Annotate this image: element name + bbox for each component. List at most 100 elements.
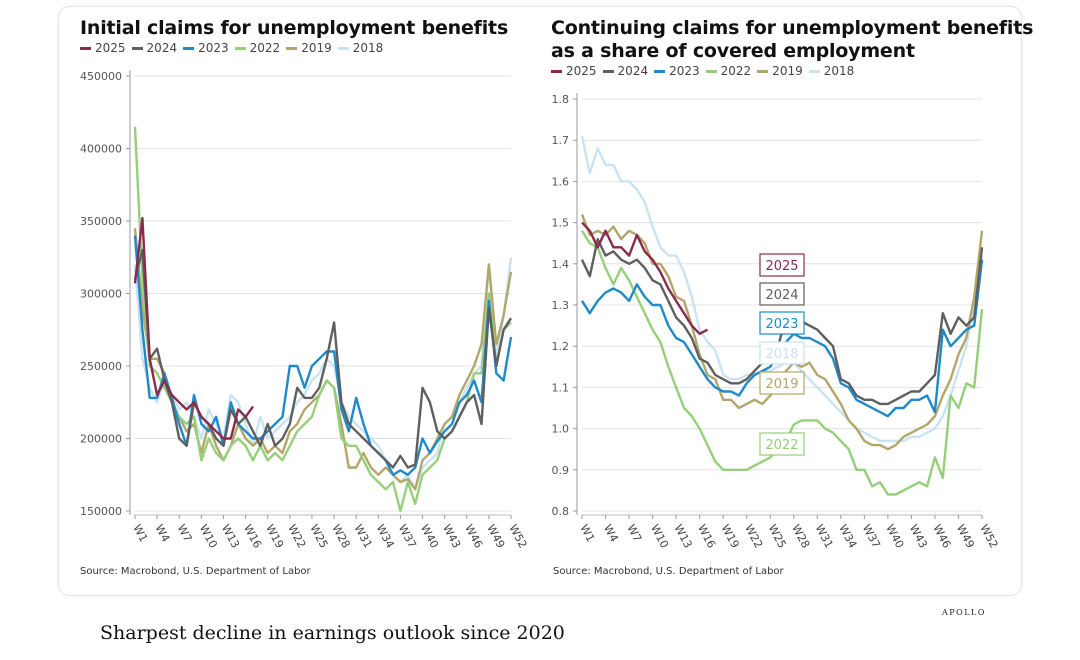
right-x-tick-label: W1 <box>577 522 597 544</box>
right-chart-plot: 1.81.71.61.51.41.31.21.11.00.90.8W1 W4 W7 W… <box>552 93 1001 550</box>
right-x-tick-label: W34 <box>836 522 859 550</box>
right-chart-source: Source: Macrobond, U.S. Department of La… <box>553 566 784 577</box>
right-x-tick-label: W46 <box>930 522 953 550</box>
right-legend-label-2022: 2022 <box>720 64 752 78</box>
right-annotation-box-2022 <box>759 432 805 456</box>
right-annotation-box-2023 <box>759 311 805 335</box>
right-legend-label-2023: 2023 <box>669 64 700 78</box>
right-chart-legend: 2025 2024 2023 2022 2019 2018 <box>551 64 854 78</box>
left-legend-swatch-2022 <box>234 46 246 50</box>
right-y-tick-label: 1.0 <box>552 423 570 436</box>
caption: Sharpest decline in earnings outlook sin… <box>100 622 565 644</box>
right-y-tick-label: 1.6 <box>552 175 570 188</box>
right-annotation-box-2018 <box>759 341 805 365</box>
left-legend-swatch-2023 <box>183 46 195 50</box>
left-legend-swatch-2018 <box>337 46 349 50</box>
right-legend-item-2024: 2024 <box>602 64 649 78</box>
left-y-tick-label: 150000 <box>80 505 122 518</box>
right-legend-item-2019: 2019 <box>757 64 803 78</box>
right-x-tick-label: W49 <box>954 522 977 550</box>
right-annotation-label-2023: 2023 <box>765 317 798 332</box>
right-y-tick-label: 1.4 <box>552 258 570 271</box>
right-x-tick-label: W13 <box>671 522 694 550</box>
right-chart-title-line-1: Continuing claims for unemployment benef… <box>551 17 1034 39</box>
right-legend-swatch-2025 <box>551 69 562 73</box>
left-y-tick-label: 250000 <box>80 360 122 373</box>
left-legend-label-2019: 2019 <box>301 41 332 55</box>
right-x-tick-label: W7 <box>624 522 644 544</box>
right-x-tick-label: W4 <box>601 522 621 544</box>
right-legend-label-2024: 2024 <box>617 64 649 78</box>
right-x-tick-label: W52 <box>977 522 1000 550</box>
right-x-tick-label: W31 <box>813 522 836 550</box>
left-legend-swatch-2024 <box>131 46 143 50</box>
left-y-tick-label: 200000 <box>80 433 122 446</box>
right-y-tick-label: 1.1 <box>552 381 570 394</box>
brand-logo-text: APOLLO <box>942 608 986 617</box>
left-legend-swatch-2019 <box>286 46 298 50</box>
right-legend-item-2023: 2023 <box>654 64 700 78</box>
right-y-tick-label: 1.7 <box>552 134 570 147</box>
left-y-tick-label: 350000 <box>80 215 122 228</box>
left-legend-item-2019: 2019 <box>286 41 332 55</box>
right-series-line-2025 <box>581 221 709 335</box>
left-legend-label-2025: 2025 <box>95 41 126 55</box>
right-y-tick-label: 1.3 <box>552 299 570 312</box>
right-annotation-label-2018: 2018 <box>765 347 798 362</box>
right-y-tick-label: 1.5 <box>552 217 570 230</box>
left-chart-plot: 450000 400000 350000 300000 250000 200000 1500… <box>80 70 530 550</box>
right-annotation-label-2025: 2025 <box>765 259 798 274</box>
left-legend-label-2024: 2024 <box>146 41 178 55</box>
right-legend-item-2018: 2018 <box>808 64 855 78</box>
left-legend-item-2025: 2025 <box>80 41 126 55</box>
right-x-tick-label: W16 <box>695 522 718 550</box>
left-legend-swatch-2025 <box>80 46 91 50</box>
left-legend-item-2024: 2024 <box>131 41 178 55</box>
right-x-tick-label: W40 <box>883 522 906 550</box>
right-y-tick-label: 0.9 <box>552 464 570 477</box>
right-x-tick-label: W22 <box>742 522 765 550</box>
right-legend-item-2022: 2022 <box>705 64 752 78</box>
left-legend-label-2023: 2023 <box>198 41 229 55</box>
right-legend-swatch-2022 <box>705 69 717 73</box>
left-legend-item-2022: 2022 <box>234 41 281 55</box>
right-annotation-box-2024 <box>759 282 805 306</box>
right-chart-title-line-2: as a share of covered employment <box>551 40 915 62</box>
left-chart-title: Initial claims for unemployment benefits <box>80 17 509 39</box>
chart-card <box>58 6 1022 596</box>
left-legend-item-2018: 2018 <box>337 41 384 55</box>
right-legend-item-2025: 2025 <box>551 64 597 78</box>
left-y-tick-label: 400000 <box>80 143 122 156</box>
right-legend-swatch-2024 <box>602 69 614 73</box>
right-legend-label-2019: 2019 <box>772 64 803 78</box>
left-legend-label-2022: 2022 <box>249 41 281 55</box>
right-x-tick-label: W25 <box>766 522 789 550</box>
right-legend-label-2025: 2025 <box>566 64 597 78</box>
right-x-tick-label: W43 <box>907 522 930 550</box>
right-y-tick-label: 0.8 <box>552 505 570 518</box>
right-annotation-box-2025 <box>759 253 805 277</box>
right-annotation-box-2019 <box>759 371 805 395</box>
right-legend-swatch-2018 <box>808 69 820 73</box>
left-y-tick-label: 450000 <box>80 70 122 83</box>
left-legend-label-2018: 2018 <box>352 41 384 55</box>
left-y-tick-label: 300000 <box>80 288 122 301</box>
right-legend-swatch-2023 <box>654 69 666 73</box>
left-legend-item-2023: 2023 <box>183 41 229 55</box>
right-y-tick-label: 1.2 <box>552 340 570 353</box>
right-annotation-label-2022: 2022 <box>765 438 798 453</box>
left-chart-legend: 2025 2024 2023 2022 2019 2018 <box>80 41 383 55</box>
right-legend-label-2018: 2018 <box>823 64 855 78</box>
left-chart-source: Source: Macrobond, U.S. Department of La… <box>80 566 311 577</box>
right-x-tick-label: W19 <box>719 522 742 550</box>
right-series-line-2018 <box>580 135 984 443</box>
right-annotation-label-2024: 2024 <box>765 288 798 303</box>
right-y-tick-label: 1.8 <box>552 93 570 106</box>
right-x-tick-label: W10 <box>648 522 671 550</box>
right-x-tick-label: W37 <box>860 522 883 550</box>
left-series-line-2025 <box>133 216 254 440</box>
right-legend-swatch-2019 <box>757 69 769 73</box>
right-annotation-label-2019: 2019 <box>765 377 798 392</box>
right-x-tick-label: W28 <box>789 522 812 550</box>
